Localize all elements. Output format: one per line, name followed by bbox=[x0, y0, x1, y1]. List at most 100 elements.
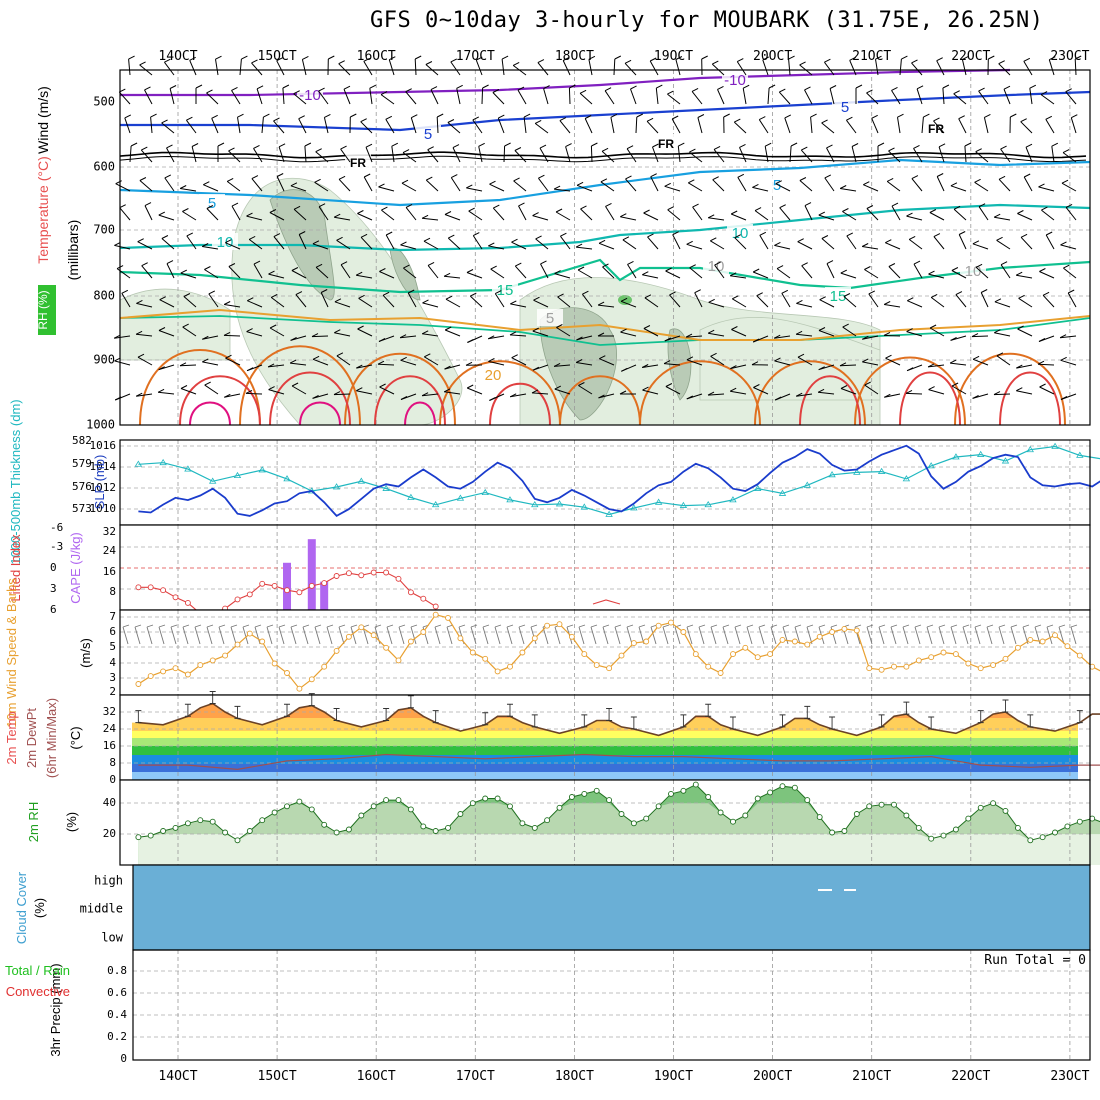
wind-barb bbox=[708, 332, 725, 337]
thickness-point bbox=[233, 471, 242, 479]
wind10m-barb-flag bbox=[278, 624, 286, 628]
wind-barb bbox=[764, 146, 769, 163]
wind-barb bbox=[862, 246, 879, 250]
panel-frame-precip bbox=[132, 949, 1091, 1061]
wind-barb bbox=[320, 292, 329, 308]
wind-barb bbox=[1074, 58, 1077, 76]
wind-barb-flag bbox=[554, 270, 561, 275]
ylabel-wind10m: 10m Wind Speed & Barbs bbox=[4, 578, 19, 728]
wind-barb-flag bbox=[336, 236, 343, 241]
contour-35-loop bbox=[404, 401, 436, 426]
wind10m-point bbox=[779, 636, 786, 643]
wind-barb-flag bbox=[804, 86, 811, 91]
wind-barb-flag bbox=[621, 367, 628, 372]
wind-barb bbox=[223, 334, 241, 337]
wind10m-barb bbox=[482, 626, 489, 645]
wind-barb-flag bbox=[224, 393, 231, 398]
wind-barb bbox=[1018, 297, 1033, 308]
contour-label: 5 bbox=[208, 195, 216, 212]
wind-barb-flag bbox=[379, 383, 386, 388]
wind10m-barb bbox=[446, 626, 453, 645]
wind10m-barb-flag bbox=[878, 624, 886, 628]
wind-barb-flag bbox=[582, 290, 589, 295]
temp2m-minmax-bar bbox=[878, 714, 885, 728]
wind10m-point bbox=[643, 638, 650, 645]
lifted_index-point bbox=[370, 569, 377, 576]
wind-barb bbox=[694, 292, 703, 308]
thickness-point bbox=[1026, 445, 1034, 453]
wind10m-barb bbox=[230, 626, 237, 645]
wind-barb-flag bbox=[975, 263, 983, 268]
wind-barb bbox=[422, 217, 439, 221]
lifted_index-bump bbox=[592, 599, 621, 605]
wind10m-barb-flag bbox=[386, 624, 394, 628]
wind-barb-flag bbox=[998, 60, 1005, 65]
wind-barb-flag bbox=[1003, 85, 1011, 90]
wind-barb bbox=[231, 90, 241, 105]
wind-barb-flag bbox=[1038, 183, 1045, 188]
wind-barb-flag bbox=[972, 394, 979, 399]
wind10m-point bbox=[804, 641, 811, 648]
date-tick-top: 21OCT bbox=[852, 49, 891, 64]
wind-barb-flag bbox=[686, 356, 694, 361]
wind-barb bbox=[410, 117, 417, 134]
rh2m-point bbox=[618, 811, 625, 817]
wind-barb bbox=[916, 88, 923, 105]
wind-barb bbox=[799, 180, 813, 192]
wind-barb-flag bbox=[686, 240, 693, 245]
wind-barb-flag bbox=[871, 114, 878, 119]
wind-barb-flag bbox=[430, 86, 438, 91]
date-tick-top: 23OCT bbox=[1050, 49, 1089, 64]
wind-barb bbox=[624, 62, 637, 76]
contour-35-loop bbox=[299, 401, 341, 426]
wind-barb bbox=[994, 332, 1011, 337]
wind-barb-flag bbox=[1060, 356, 1067, 361]
wind-barb-flag bbox=[797, 238, 804, 243]
rh2m-point bbox=[841, 828, 848, 834]
wind10m-point bbox=[445, 614, 451, 621]
wind-barb-flag bbox=[414, 55, 422, 60]
wind-barb bbox=[818, 330, 835, 337]
wind-barb-flag bbox=[135, 330, 143, 335]
ylabel-wind: Wind (m/s) bbox=[35, 86, 51, 154]
wind-barb bbox=[295, 294, 307, 308]
ylabel-lifted-index: Lifted Index bbox=[8, 534, 23, 602]
contour-35-loop bbox=[189, 401, 231, 426]
wind10m-barb bbox=[746, 626, 753, 645]
wind-barb bbox=[913, 263, 923, 279]
wind-barb bbox=[363, 176, 373, 192]
slp-line bbox=[138, 444, 1100, 518]
wind-barb-flag bbox=[1017, 325, 1024, 330]
wind-barb bbox=[713, 149, 725, 163]
rh2m-point bbox=[742, 812, 749, 819]
wind-barb bbox=[1039, 386, 1055, 395]
thickness-point bbox=[134, 460, 143, 467]
wind-barb bbox=[343, 89, 351, 105]
wind-barb bbox=[730, 390, 747, 395]
wind-barb-flag bbox=[863, 181, 870, 186]
wind10m-point bbox=[370, 632, 377, 639]
wind-barb-flag bbox=[1039, 383, 1046, 388]
thickness-point bbox=[184, 465, 192, 472]
wind-barb-flag bbox=[269, 209, 277, 213]
cape-tick: 32 bbox=[103, 525, 116, 538]
wind-barb-flag bbox=[734, 234, 741, 239]
wind-barb-flag bbox=[411, 114, 418, 119]
wind-barb-flag bbox=[291, 267, 299, 271]
thickness-point bbox=[754, 484, 762, 491]
wind-barb bbox=[140, 149, 153, 163]
temp2m-minmax-bar bbox=[804, 705, 811, 719]
wind10m-point bbox=[1002, 655, 1009, 662]
wind-barb-flag bbox=[137, 353, 145, 358]
wind-barb bbox=[576, 362, 593, 366]
wind-barb bbox=[290, 362, 307, 366]
wind-barb bbox=[312, 358, 329, 366]
wind-barb-flag bbox=[641, 364, 649, 368]
wind-barb bbox=[576, 335, 593, 341]
wind10m-barb-flag bbox=[782, 624, 790, 628]
wind-barb-flag bbox=[710, 237, 717, 242]
temp-color-band bbox=[132, 731, 1078, 738]
wind10m-point bbox=[184, 671, 191, 678]
ylabel-cape: CAPE (J/kg) bbox=[68, 532, 83, 604]
wind10m-barb-flag bbox=[170, 624, 178, 628]
